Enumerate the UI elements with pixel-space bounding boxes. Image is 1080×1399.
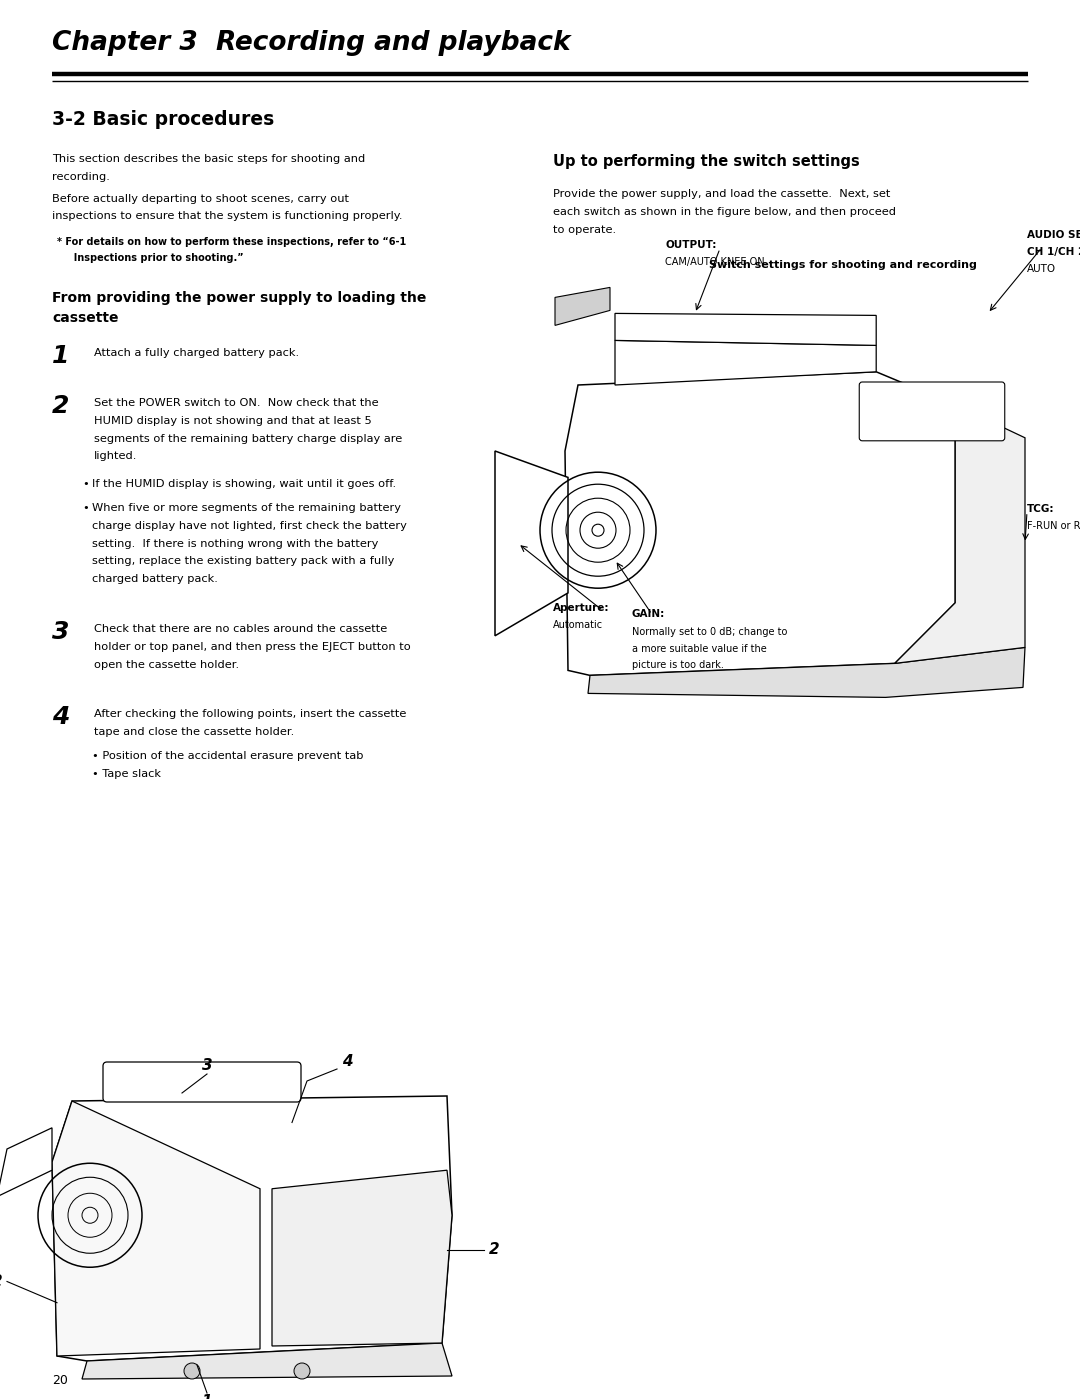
Polygon shape — [895, 404, 1025, 663]
Text: setting.  If there is nothing wrong with the battery: setting. If there is nothing wrong with … — [92, 539, 378, 548]
Text: lighted.: lighted. — [94, 452, 137, 462]
Text: holder or top panel, and then press the EJECT button to: holder or top panel, and then press the … — [94, 642, 410, 652]
Text: When five or more segments of the remaining battery: When five or more segments of the remain… — [92, 504, 401, 513]
Text: Inspections prior to shooting.”: Inspections prior to shooting.” — [67, 253, 244, 263]
Text: charged battery pack.: charged battery pack. — [92, 574, 218, 585]
Text: picture is too dark.: picture is too dark. — [632, 660, 724, 670]
Circle shape — [294, 1363, 310, 1379]
Text: 3: 3 — [202, 1059, 213, 1073]
Text: This section describes the basic steps for shooting and: This section describes the basic steps f… — [52, 154, 365, 164]
Text: • Position of the accidental erasure prevent tab: • Position of the accidental erasure pre… — [92, 751, 364, 761]
Text: AUTO: AUTO — [1027, 264, 1056, 274]
Text: 2: 2 — [0, 1274, 2, 1288]
Circle shape — [184, 1363, 200, 1379]
Polygon shape — [0, 1128, 52, 1196]
Text: OUTPUT:: OUTPUT: — [665, 241, 716, 250]
Polygon shape — [555, 287, 610, 326]
Polygon shape — [588, 648, 1025, 697]
Polygon shape — [565, 372, 955, 676]
Polygon shape — [615, 313, 876, 346]
Text: inspections to ensure that the system is functioning properly.: inspections to ensure that the system is… — [52, 211, 403, 221]
Text: CH 1/CH 2:: CH 1/CH 2: — [1027, 248, 1080, 257]
Text: If the HUMID display is showing, wait until it goes off.: If the HUMID display is showing, wait un… — [92, 480, 396, 490]
Text: 3-2 Basic procedures: 3-2 Basic procedures — [52, 111, 274, 129]
Text: CAM/AUTO KNEE ON: CAM/AUTO KNEE ON — [665, 257, 765, 267]
Polygon shape — [52, 1101, 260, 1356]
Text: From providing the power supply to loading the: From providing the power supply to loadi… — [52, 291, 427, 305]
Text: open the cassette holder.: open the cassette holder. — [94, 659, 239, 670]
Text: to operate.: to operate. — [553, 225, 616, 235]
Text: AUDIO SELECT: AUDIO SELECT — [1027, 231, 1080, 241]
Text: •: • — [82, 504, 89, 513]
Text: Normally set to 0 dB; change to: Normally set to 0 dB; change to — [632, 627, 787, 638]
Text: 1: 1 — [52, 344, 69, 368]
Text: 4: 4 — [52, 705, 69, 729]
Text: tape and close the cassette holder.: tape and close the cassette holder. — [94, 727, 294, 737]
Polygon shape — [272, 1170, 453, 1346]
Text: HUMID display is not showing and that at least 5: HUMID display is not showing and that at… — [94, 416, 372, 425]
Text: TCG:: TCG: — [1027, 504, 1054, 513]
Text: Up to performing the switch settings: Up to performing the switch settings — [553, 154, 860, 169]
Text: F-RUN or R-RUN: F-RUN or R-RUN — [1027, 520, 1080, 530]
FancyBboxPatch shape — [103, 1062, 301, 1102]
Text: Provide the power supply, and load the cassette.  Next, set: Provide the power supply, and load the c… — [553, 189, 890, 199]
Text: Before actually departing to shoot scenes, carry out: Before actually departing to shoot scene… — [52, 193, 349, 204]
Text: Attach a fully charged battery pack.: Attach a fully charged battery pack. — [94, 348, 299, 358]
Text: setting, replace the existing battery pack with a fully: setting, replace the existing battery pa… — [92, 557, 394, 567]
Text: Set the POWER switch to ON.  Now check that the: Set the POWER switch to ON. Now check th… — [94, 397, 379, 409]
Polygon shape — [615, 340, 876, 385]
Text: a more suitable value if the: a more suitable value if the — [632, 644, 767, 653]
Text: GAIN:: GAIN: — [632, 610, 665, 620]
Text: •: • — [82, 480, 89, 490]
Text: recording.: recording. — [52, 172, 110, 182]
Text: Check that there are no cables around the cassette: Check that there are no cables around th… — [94, 624, 388, 634]
Text: charge display have not lighted, first check the battery: charge display have not lighted, first c… — [92, 520, 407, 530]
Text: Aperture:: Aperture: — [553, 603, 609, 613]
Polygon shape — [52, 1095, 453, 1361]
Text: 4: 4 — [341, 1053, 352, 1069]
Text: * For details on how to perform these inspections, refer to “6-1: * For details on how to perform these in… — [57, 238, 406, 248]
Text: After checking the following points, insert the cassette: After checking the following points, ins… — [94, 709, 406, 719]
Text: • Tape slack: • Tape slack — [92, 769, 161, 779]
Text: 3: 3 — [52, 620, 69, 644]
Text: 2: 2 — [488, 1242, 499, 1258]
Text: each switch as shown in the figure below, and then proceed: each switch as shown in the figure below… — [553, 207, 896, 217]
Text: Chapter 3  Recording and playback: Chapter 3 Recording and playback — [52, 29, 570, 56]
Text: 20: 20 — [52, 1374, 68, 1386]
Polygon shape — [495, 450, 568, 635]
Polygon shape — [82, 1343, 453, 1379]
Text: Switch settings for shooting and recording: Switch settings for shooting and recordi… — [708, 260, 976, 270]
Text: 2: 2 — [52, 395, 69, 418]
FancyBboxPatch shape — [860, 382, 1004, 441]
Text: Automatic: Automatic — [553, 620, 603, 630]
Text: 1: 1 — [202, 1393, 213, 1399]
Text: cassette: cassette — [52, 311, 119, 325]
Text: segments of the remaining battery charge display are: segments of the remaining battery charge… — [94, 434, 402, 443]
